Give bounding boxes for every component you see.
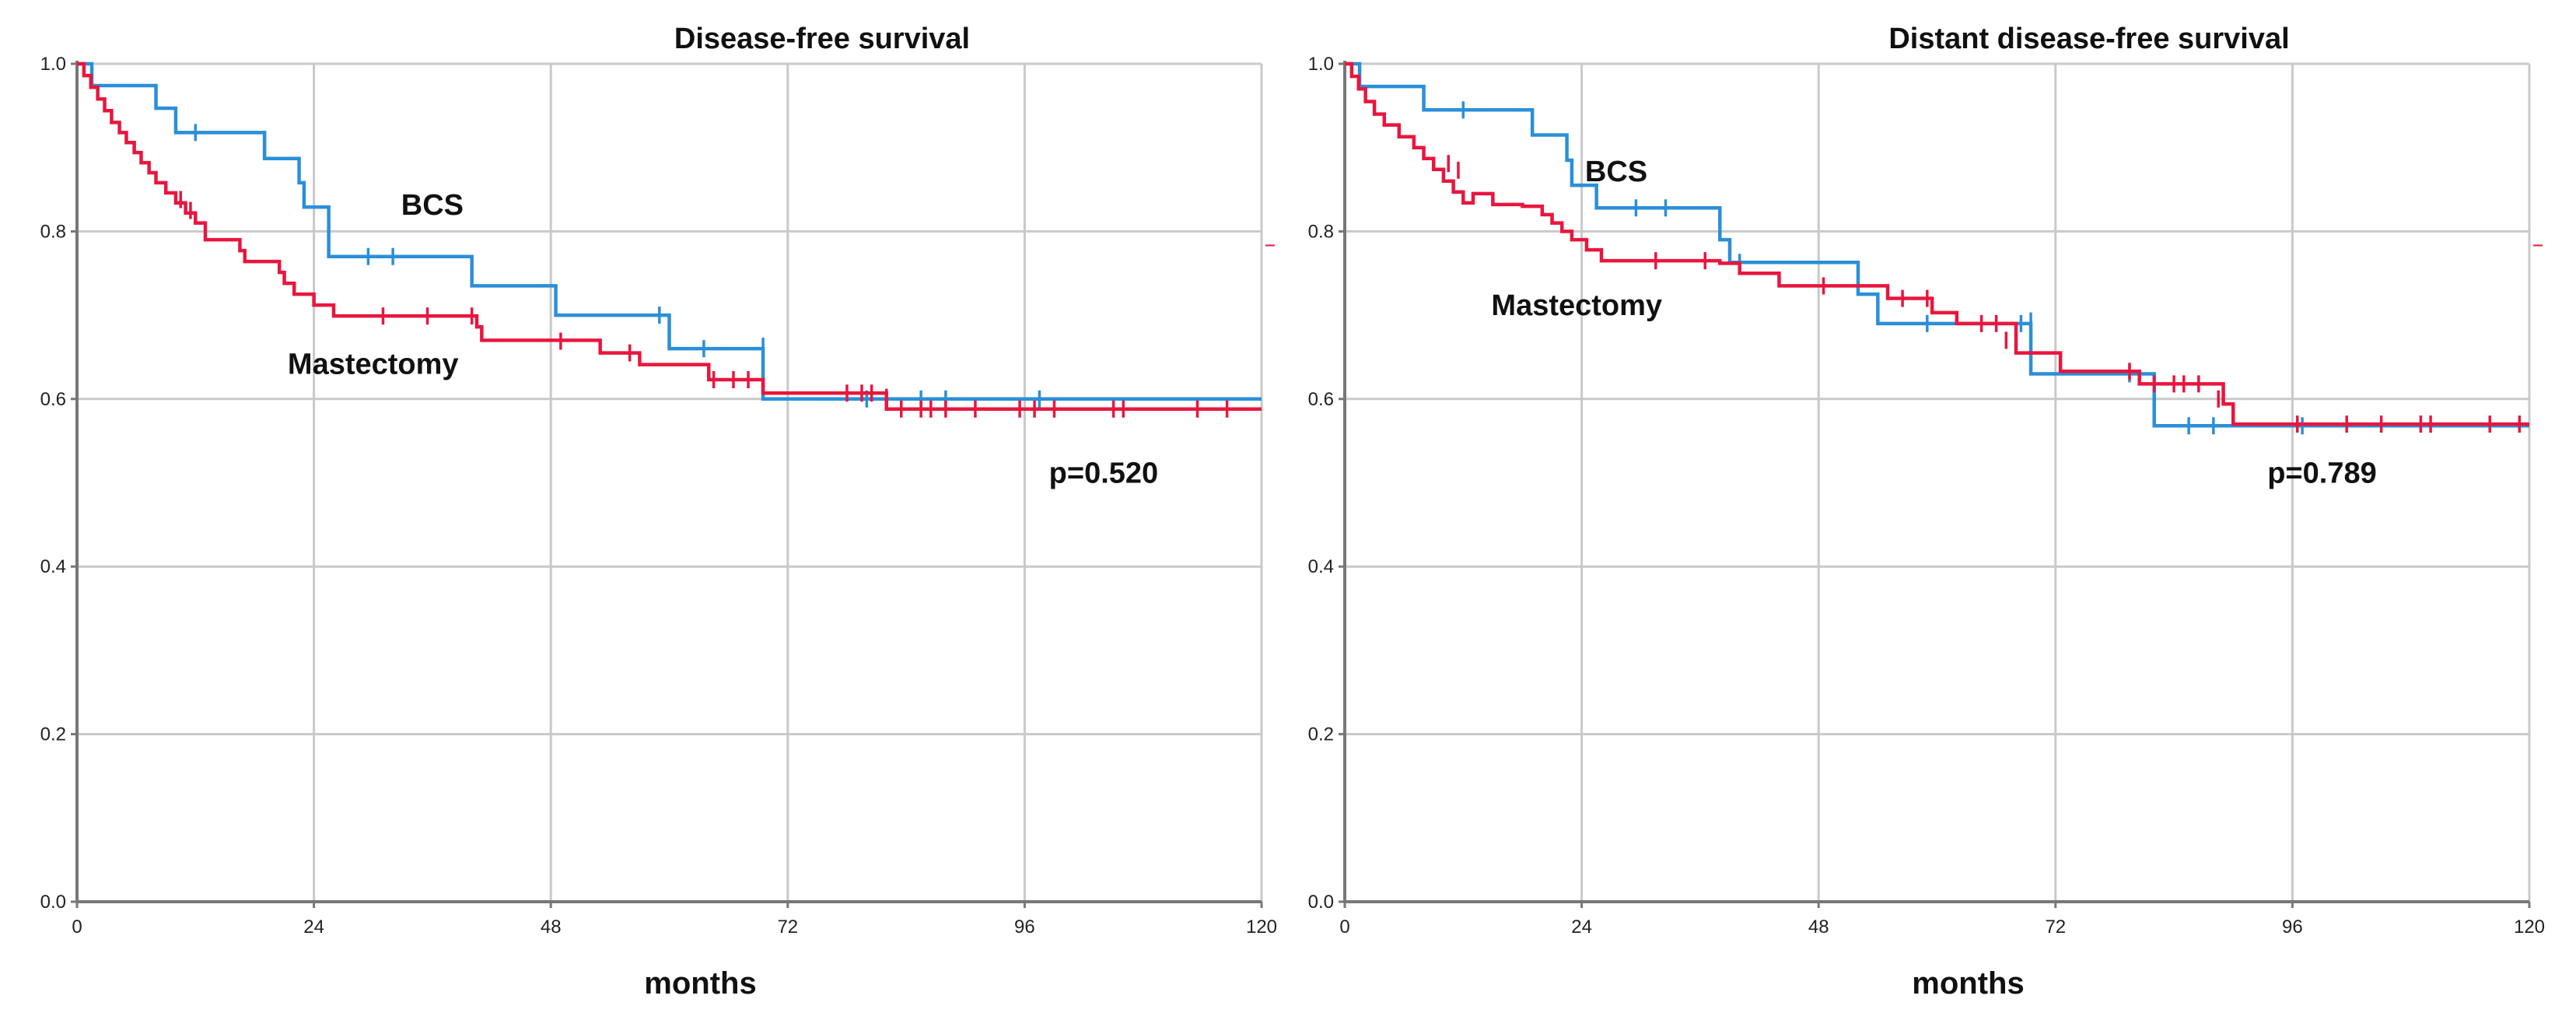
survival-curve-bcs (1345, 61, 2529, 428)
annotation-pvalue: p=0.520 (1049, 457, 1159, 490)
x-tick-label: 48 (1808, 917, 1829, 938)
x-tick-label: 0 (72, 917, 82, 938)
chart-title: Distant disease-free survival (1888, 23, 2289, 55)
y-tick-label: 0.6 (1308, 389, 1334, 410)
x-tick-label: 24 (303, 917, 324, 938)
annotation-bcs: BCS (401, 189, 464, 222)
y-tick-label: 0.4 (1308, 556, 1334, 577)
y-tick-label: 0.6 (40, 389, 66, 410)
survival-curve-mastectomy (77, 61, 1262, 411)
y-tick-label: 0.2 (1308, 724, 1334, 745)
series-mastectomy (1345, 61, 2529, 433)
chart-title: Disease-free survival (674, 23, 970, 55)
x-tick-label: 0 (1339, 917, 1349, 938)
annotation-pvalue: p=0.789 (2267, 457, 2377, 490)
x-axis-label: months (1912, 966, 2024, 1001)
x-tick-label: 96 (2282, 917, 2303, 938)
x-tick-label: 72 (777, 917, 798, 938)
x-tick-label: 120 (1246, 917, 1277, 938)
y-tick-label: 1.0 (1308, 54, 1334, 75)
y-tick-label: 0.8 (40, 221, 66, 242)
y-tick-label: 0.0 (40, 892, 66, 913)
y-tick-label: 0.4 (40, 556, 66, 577)
series-bcs (77, 61, 1262, 408)
x-tick-label: 24 (1571, 917, 1592, 938)
y-tick-label: 1.0 (40, 54, 66, 75)
y-tick-label: 0.0 (1308, 892, 1334, 913)
panel-distant-disease-free-survival: 0 24 48 72 96 120 0.0 0.2 0.4 0.6 0.8 1.0 Distant di… (1308, 23, 2545, 1001)
annotation-bcs: BCS (1585, 156, 1647, 188)
panel-disease-free-survival: 0 24 48 72 96 120 0.0 0.2 0.4 0.6 0.8 1.0 Disease-fr… (40, 23, 1277, 1001)
series-mastectomy (77, 61, 1262, 418)
x-tick-label: 48 (541, 917, 562, 938)
x-tick-label: 120 (2514, 917, 2545, 938)
survival-curve-mastectomy (1345, 61, 2529, 426)
survival-curve-bcs (77, 61, 1262, 401)
annotation-mastectomy: Mastectomy (1491, 289, 1662, 322)
x-tick-label: 96 (1014, 917, 1035, 938)
series-bcs (1345, 61, 2529, 435)
x-tick-label: 72 (2045, 917, 2066, 938)
annotation-mastectomy: Mastectomy (288, 348, 459, 380)
x-axis-label: months (644, 966, 756, 1001)
y-tick-label: 0.8 (1308, 221, 1334, 242)
y-tick-label: 0.2 (40, 724, 66, 745)
